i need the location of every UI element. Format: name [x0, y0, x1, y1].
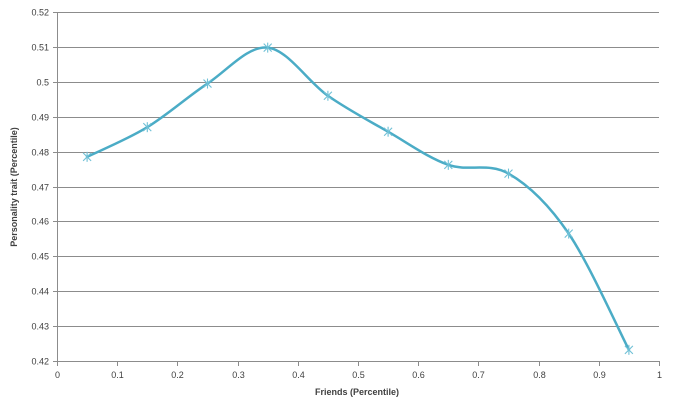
y-tick-label: 0.5 — [36, 78, 49, 88]
x-tick-label: 0.6 — [412, 370, 425, 380]
y-tick-label: 0.48 — [31, 148, 49, 158]
y-tick-label: 0.44 — [31, 287, 49, 297]
data-point — [504, 168, 513, 179]
y-tick-label: 0.49 — [31, 113, 49, 123]
y-tick-label: 0.47 — [31, 183, 49, 193]
x-axis-title: Friends (Percentile) — [315, 387, 399, 397]
x-tick-label: 0.3 — [232, 370, 245, 380]
y-tick-labels: 0.42 0.43 0.44 0.45 0.46 0.47 0.48 0.49 0.5 0.51 0… — [31, 8, 49, 367]
x-tick-label: 0.1 — [111, 370, 124, 380]
data-point — [203, 78, 212, 89]
y-tick-label: 0.51 — [31, 43, 49, 53]
data-points — [82, 42, 634, 355]
y-tick-label: 0.45 — [31, 252, 49, 262]
y-axis-title: Personality trait (Percentile) — [9, 127, 19, 247]
y-tick-label: 0.42 — [31, 357, 49, 367]
data-point — [263, 42, 273, 53]
data-point — [564, 228, 574, 239]
x-tick-label: 0.8 — [533, 370, 546, 380]
data-point — [443, 159, 453, 170]
x-tick-label: 0.4 — [292, 370, 305, 380]
x-tick-label: 0.9 — [593, 370, 606, 380]
x-tick-labels: 0 0.1 0.2 0.3 0.4 0.5 0.6 0.7 0.8 0.9 1 — [55, 370, 662, 380]
data-point — [142, 122, 152, 133]
x-tick-label: 0.7 — [472, 370, 485, 380]
series-line — [85, 46, 631, 352]
data-point — [624, 344, 634, 355]
data-point — [323, 90, 333, 101]
x-tick-label: 1 — [657, 370, 662, 380]
gridlines — [57, 12, 659, 327]
y-tick-label: 0.43 — [31, 322, 49, 332]
x-tick-label: 0 — [55, 370, 60, 380]
x-tick-label: 0.5 — [352, 370, 365, 380]
data-point — [82, 151, 92, 162]
x-tick-label: 0.2 — [171, 370, 184, 380]
y-tick-label: 0.46 — [31, 217, 49, 227]
data-point — [383, 126, 393, 137]
series — [85, 46, 631, 352]
axes — [53, 12, 660, 366]
y-tick-label: 0.52 — [31, 8, 49, 18]
